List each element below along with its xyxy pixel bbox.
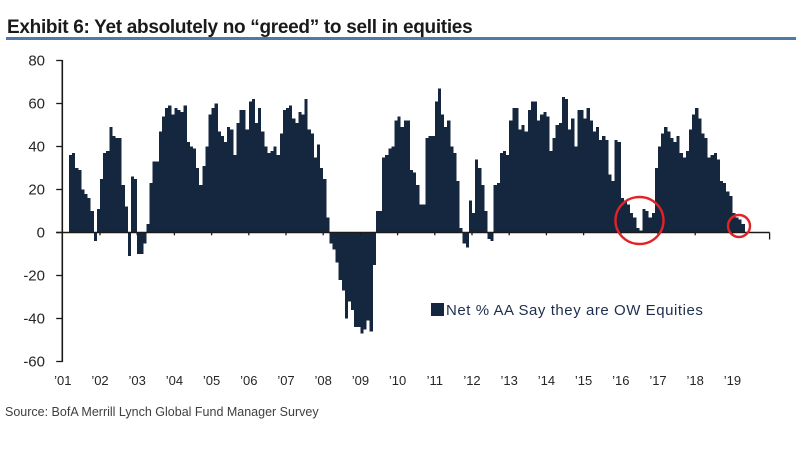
svg-text:40: 40 [28,139,45,156]
svg-text:-20: -20 [23,268,45,285]
svg-text:’11: ’11 [427,373,443,388]
svg-text:’10: ’10 [389,373,406,388]
svg-text:’14: ’14 [538,373,555,388]
svg-text:’15: ’15 [575,373,592,388]
svg-text:20: 20 [28,182,45,199]
svg-text:’12: ’12 [463,373,480,388]
svg-text:’16: ’16 [612,373,629,388]
svg-text:’18: ’18 [687,373,704,388]
svg-text:60: 60 [28,96,45,113]
svg-text:’05: ’05 [203,373,220,388]
svg-text:-60: -60 [23,354,45,371]
svg-text:’02: ’02 [91,373,108,388]
svg-text:80: 80 [28,53,45,70]
svg-text:’07: ’07 [277,373,294,388]
svg-text:’09: ’09 [352,373,369,388]
svg-text:’19: ’19 [724,373,741,388]
svg-text:’03: ’03 [129,373,146,388]
svg-text:-40: -40 [23,311,45,328]
svg-text:’06: ’06 [240,373,257,388]
svg-text:’08: ’08 [315,373,332,388]
svg-text:0: 0 [37,225,45,242]
svg-text:’04: ’04 [166,373,183,388]
svg-text:’13: ’13 [501,373,518,388]
svg-text:’17: ’17 [649,373,666,388]
svg-text:’01: ’01 [54,373,71,388]
